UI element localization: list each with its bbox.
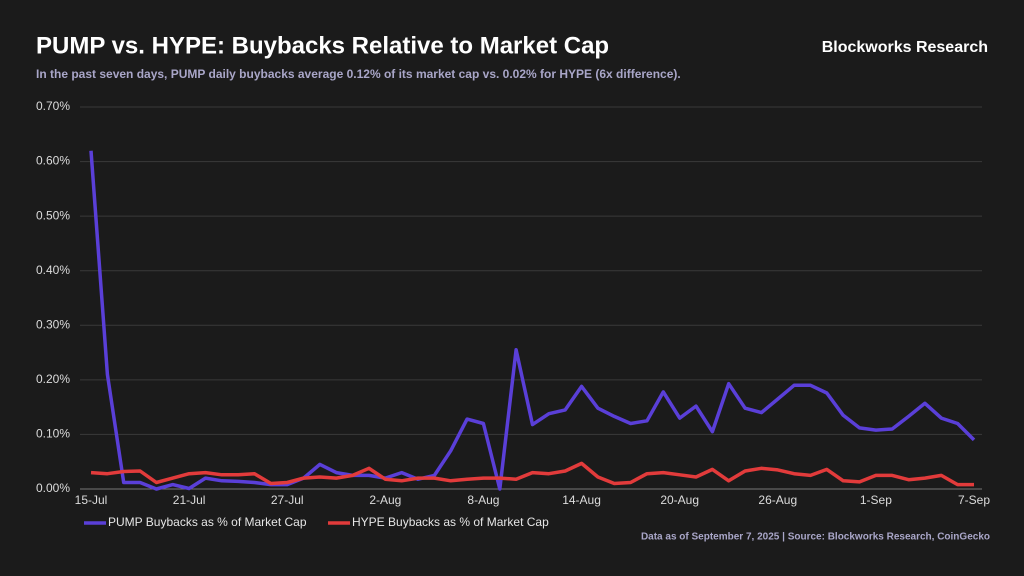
y-tick-label: 0.20% xyxy=(36,372,70,386)
x-tick-label: 21-Jul xyxy=(173,493,206,507)
chart-subtitle: In the past seven days, PUMP daily buyba… xyxy=(36,67,681,81)
y-tick-label: 0.50% xyxy=(36,208,70,222)
chart-title: PUMP vs. HYPE: Buybacks Relative to Mark… xyxy=(36,32,609,59)
brand: Blockworks Research xyxy=(822,39,988,56)
x-tick-label: 1-Sep xyxy=(860,493,892,507)
y-tick-label: 0.30% xyxy=(36,317,70,331)
y-tick-label: 0.60% xyxy=(36,154,70,168)
y-tick-label: 0.70% xyxy=(36,99,70,113)
legend-label: PUMP Buybacks as % of Market Cap xyxy=(108,515,307,529)
x-tick-label: 7-Sep xyxy=(958,493,990,507)
x-tick-label: 27-Jul xyxy=(271,493,304,507)
data-line xyxy=(90,461,974,487)
source-note: Data as of September 7, 2025 | Source: B… xyxy=(641,532,990,543)
x-tick-label: 2-Aug xyxy=(369,493,401,507)
y-tick-label: 0.10% xyxy=(36,427,70,441)
y-tick-label: 0.40% xyxy=(36,263,70,277)
legend-label: HYPE Buybacks as % of Market Cap xyxy=(352,515,549,529)
x-tick-label: 20-Aug xyxy=(660,493,699,507)
x-tick-label: 8-Aug xyxy=(467,493,499,507)
data-line xyxy=(89,150,976,491)
x-tick-label: 26-Aug xyxy=(758,493,797,507)
x-tick-label: 14-Aug xyxy=(562,493,601,507)
y-tick-label: 0.00% xyxy=(36,481,70,495)
x-tick-label: 15-Jul xyxy=(75,493,108,507)
